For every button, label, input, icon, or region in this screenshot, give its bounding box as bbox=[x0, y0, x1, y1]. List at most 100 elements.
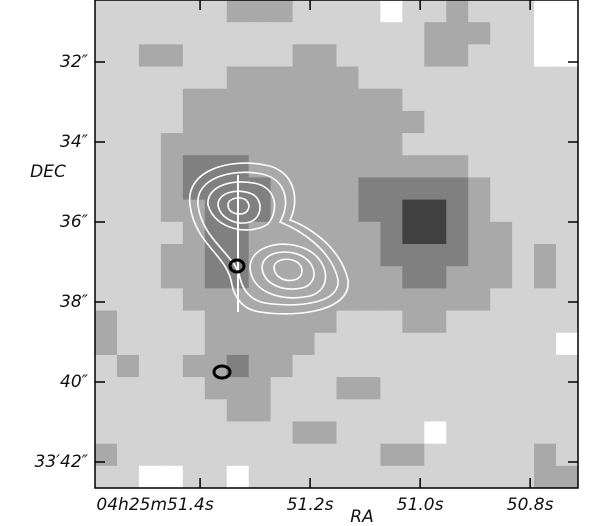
pixel bbox=[160, 0, 184, 23]
pixel bbox=[468, 266, 491, 289]
pixel bbox=[270, 155, 294, 178]
pixel bbox=[446, 66, 469, 90]
pixel bbox=[182, 266, 206, 289]
contour bbox=[261, 251, 315, 290]
pixel bbox=[424, 199, 447, 223]
pixel bbox=[336, 177, 359, 201]
pixel bbox=[512, 421, 535, 445]
pixel bbox=[556, 421, 579, 445]
pixel bbox=[336, 155, 359, 178]
pixel bbox=[424, 110, 447, 134]
pixel bbox=[446, 443, 469, 467]
pixel bbox=[358, 354, 381, 378]
pixel bbox=[402, 66, 425, 90]
pixel bbox=[248, 332, 272, 356]
pixel bbox=[490, 44, 513, 68]
contour bbox=[249, 243, 327, 299]
pixel bbox=[358, 22, 381, 45]
pixel bbox=[380, 332, 403, 356]
pixel bbox=[226, 0, 250, 23]
pixel bbox=[512, 177, 535, 201]
pixel bbox=[160, 177, 184, 201]
pixel bbox=[182, 443, 206, 467]
pixel bbox=[292, 443, 316, 467]
pixel bbox=[402, 199, 425, 223]
pixel bbox=[512, 443, 535, 467]
pixel bbox=[380, 310, 403, 334]
contour bbox=[207, 181, 276, 231]
pixel bbox=[490, 443, 513, 467]
pixel bbox=[314, 155, 337, 178]
pixel bbox=[446, 199, 469, 223]
pixel bbox=[270, 22, 294, 45]
pixel bbox=[204, 133, 228, 156]
pixel bbox=[512, 66, 535, 90]
pixel bbox=[248, 443, 272, 467]
pixel bbox=[380, 266, 403, 289]
contour bbox=[197, 171, 339, 306]
pixel bbox=[424, 266, 447, 289]
pixel bbox=[116, 443, 140, 467]
pixel bbox=[270, 266, 294, 289]
pixel bbox=[380, 465, 403, 489]
pixel bbox=[336, 443, 359, 467]
pixel bbox=[468, 199, 491, 223]
pixel bbox=[248, 66, 272, 90]
pixel bbox=[446, 244, 469, 267]
pixel bbox=[270, 354, 294, 378]
pixel bbox=[160, 354, 184, 378]
pixel bbox=[512, 110, 535, 134]
pixel bbox=[182, 199, 206, 223]
pixel bbox=[336, 199, 359, 223]
pixel bbox=[490, 354, 513, 378]
pixel bbox=[270, 244, 294, 267]
pixel bbox=[204, 399, 228, 422]
pixel bbox=[380, 110, 403, 134]
pixel bbox=[380, 66, 403, 90]
y-tick-label: 40″ bbox=[60, 372, 89, 392]
pixel bbox=[95, 110, 118, 134]
pixel bbox=[468, 288, 491, 312]
pixel bbox=[270, 110, 294, 134]
pixel bbox=[534, 310, 557, 334]
pixel bbox=[490, 310, 513, 334]
pixel bbox=[402, 177, 425, 201]
pixel bbox=[248, 110, 272, 134]
pixel bbox=[556, 354, 579, 378]
y-tick-label: 34″ bbox=[60, 132, 89, 152]
pixel bbox=[138, 354, 162, 378]
pixel bbox=[358, 266, 381, 289]
pixel bbox=[314, 421, 337, 445]
pixel bbox=[512, 155, 535, 178]
pixel bbox=[468, 354, 491, 378]
x-axis-label: RA bbox=[350, 507, 373, 526]
pixel bbox=[248, 310, 272, 334]
pixel bbox=[116, 399, 140, 422]
pixel bbox=[270, 66, 294, 90]
pixel bbox=[402, 244, 425, 267]
pixel bbox=[534, 199, 557, 223]
pixel bbox=[512, 266, 535, 289]
pixel bbox=[534, 377, 557, 400]
pixel bbox=[336, 44, 359, 68]
pixel bbox=[292, 66, 316, 90]
pixel bbox=[182, 66, 206, 90]
pixel bbox=[182, 332, 206, 356]
pixel bbox=[204, 0, 228, 23]
pixel bbox=[512, 244, 535, 267]
pixel bbox=[314, 310, 337, 334]
pixel bbox=[160, 155, 184, 178]
pixel bbox=[182, 22, 206, 45]
pixel bbox=[380, 155, 403, 178]
pixel bbox=[182, 44, 206, 68]
pixel bbox=[95, 354, 118, 378]
pixel bbox=[468, 0, 491, 23]
pixel bbox=[534, 66, 557, 90]
pixel bbox=[424, 88, 447, 112]
pixel bbox=[534, 443, 557, 467]
pixel bbox=[270, 421, 294, 445]
pixel bbox=[160, 266, 184, 289]
pixel bbox=[270, 0, 294, 23]
y-tick-label: 33′42″ bbox=[35, 452, 89, 472]
